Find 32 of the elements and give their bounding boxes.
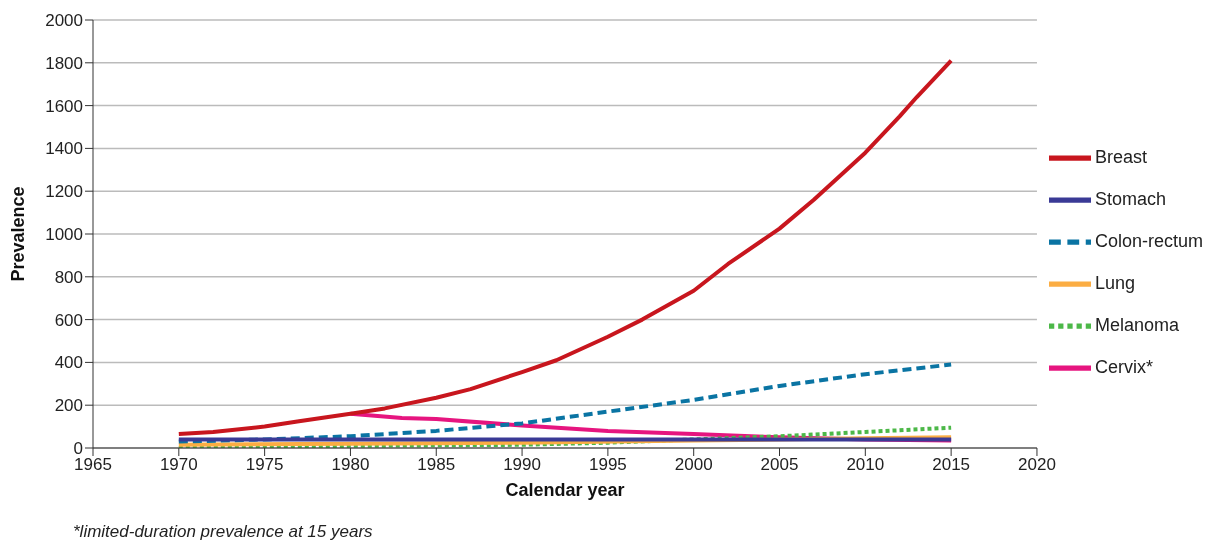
y-tick-label: 1800 — [45, 53, 83, 73]
line-series — [176, 362, 954, 444]
x-tick-label: 2005 — [760, 455, 799, 475]
y-tick-label: 800 — [54, 267, 83, 287]
legend-label: Breast — [1094, 146, 1147, 167]
y-tick-label: 1200 — [45, 182, 83, 202]
line-series — [176, 58, 954, 437]
y-tick-label: 1600 — [45, 96, 83, 116]
text: *limited-duration prevalence at 15 years — [73, 522, 374, 542]
y-axis-title: Prevalence — [8, 186, 29, 282]
x-tick-label: 1975 — [245, 455, 284, 475]
legend-label: Colon-rectum — [1094, 230, 1203, 251]
x-tick-label: 1990 — [503, 455, 541, 475]
y-tick-label: 2000 — [45, 11, 83, 31]
x-tick-label: 2015 — [932, 455, 971, 475]
legend-label: Cervix* — [1094, 356, 1153, 377]
legend-label: Lung — [1094, 272, 1135, 293]
x-tick-label: 2020 — [1018, 455, 1056, 475]
x-tick-label: 1970 — [159, 455, 198, 475]
y-tick-label: 400 — [54, 353, 83, 373]
x-tick-label: 2010 — [846, 455, 885, 475]
y-tick-label: 1400 — [45, 139, 83, 159]
y-tick-label: 600 — [54, 310, 83, 330]
y-tick-label: 200 — [54, 396, 83, 416]
x-axis-title: Calendar year — [505, 480, 625, 500]
legend-label: Melanoma — [1094, 314, 1179, 335]
x-tick-label: 1995 — [588, 455, 627, 475]
y-tick-label: 1000 — [45, 225, 83, 245]
legend-label: Stomach — [1094, 188, 1166, 209]
x-tick-label: 1980 — [331, 455, 370, 475]
x-tick-label: 2000 — [674, 455, 713, 475]
x-tick-label: 1985 — [417, 455, 456, 475]
